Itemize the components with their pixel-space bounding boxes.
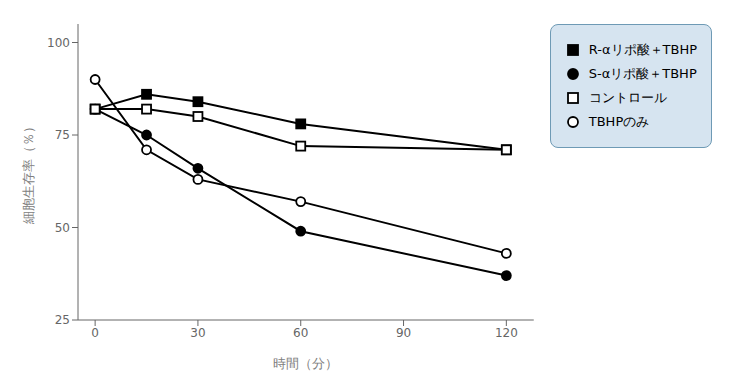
- svg-text:細胞生存率（％）: 細胞生存率（％）: [21, 120, 36, 225]
- svg-text:50: 50: [55, 221, 70, 235]
- html-text:R-αリポ酸＋TBHP: R-αリポ酸＋TBHP: [588, 42, 697, 57]
- html-text:S-αリポ酸＋TBHP: S-αリポ酸＋TBHP: [588, 66, 697, 81]
- svg-text:90: 90: [396, 326, 411, 340]
- svg-text:0: 0: [91, 326, 99, 340]
- svg-text:60: 60: [293, 326, 308, 340]
- svg-text:100: 100: [47, 36, 70, 50]
- svg-text:25: 25: [55, 313, 70, 327]
- svg-text:120: 120: [495, 326, 518, 340]
- svg-text:75: 75: [55, 128, 70, 142]
- html-text:コントロール: コントロール: [588, 90, 667, 105]
- svg-text:時間（分）: 時間（分）: [273, 356, 338, 371]
- svg-text:30: 30: [190, 326, 205, 340]
- html-text:TBHPのみ: TBHPのみ: [588, 114, 650, 129]
